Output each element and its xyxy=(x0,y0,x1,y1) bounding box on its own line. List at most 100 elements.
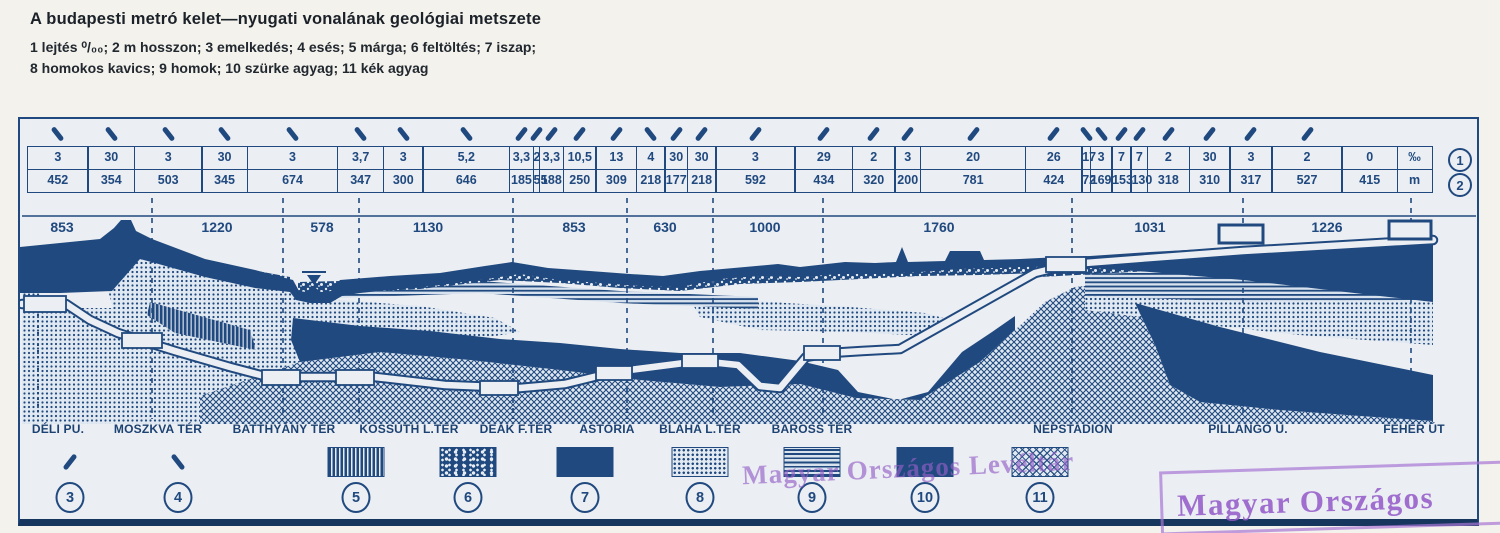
slope-value-cell: 3 xyxy=(715,146,796,170)
slope-value-cell: 30 xyxy=(201,146,249,170)
slope-value-cell: 2 xyxy=(851,146,896,170)
length-value-cell: 592 xyxy=(715,168,796,193)
unit-column: ‰ m xyxy=(1396,146,1433,193)
legend-circled-number: 6 xyxy=(453,482,483,513)
slope-value-cell: 3,3 xyxy=(508,146,535,170)
row-2-circled-number: 2 xyxy=(1448,173,1472,197)
archive-stamp-boxed: Magyar Országos xyxy=(1159,460,1500,533)
length-value-cell: 347 xyxy=(336,168,385,193)
slope-tick-icon xyxy=(866,126,881,142)
legend-mark-icon xyxy=(170,453,186,471)
slope-value-cell: 2 xyxy=(532,146,541,170)
slope-tick-icon xyxy=(1161,126,1176,142)
slope-value-cell: 3,7 xyxy=(336,146,385,170)
slope-direction-tick-area xyxy=(563,119,597,146)
slope-value-cell: 3 xyxy=(382,146,424,170)
slope-value-cell: 0 xyxy=(1341,146,1399,170)
slope-value-cell: 3 xyxy=(1229,146,1273,170)
slope-value-cell: 7 xyxy=(1111,146,1132,170)
slope-direction-tick-area xyxy=(87,119,135,146)
slope-tick-icon xyxy=(1132,126,1147,142)
table-column: 0 415 xyxy=(1341,119,1399,193)
table-column: 7 130 xyxy=(1130,119,1152,193)
slope-direction-tick-area xyxy=(687,119,717,146)
slope-value-cell: 29 xyxy=(794,146,854,170)
slope-tick-icon xyxy=(748,126,763,142)
length-value-cell: 318 xyxy=(1146,168,1191,193)
layer-grey-clay xyxy=(291,316,1015,400)
table-column: 3 200 xyxy=(894,119,922,193)
slope-tick-icon xyxy=(459,126,474,142)
station-name-label: PILLANGÓ U. xyxy=(1208,422,1288,436)
slope-tick-icon xyxy=(572,126,587,142)
station-name-label: BAROSS TÉR xyxy=(771,422,853,436)
slope-direction-tick-area xyxy=(1341,119,1398,146)
slope-value-cell: 3 xyxy=(246,146,339,170)
slope-tick-icon xyxy=(544,126,559,142)
table-column: 13 309 xyxy=(595,119,638,193)
slope-value-cell: 13 xyxy=(595,146,638,170)
slope-direction-tick-area xyxy=(1147,119,1190,146)
legend-swatch-icon xyxy=(1011,447,1069,477)
slope-direction-tick-area xyxy=(794,119,853,146)
legend-swatch-icon xyxy=(556,447,614,477)
legend-item: 5 xyxy=(327,447,385,513)
slope-direction-tick-area xyxy=(247,119,339,146)
length-value-cell: 345 xyxy=(201,168,249,193)
slope-tick-icon xyxy=(161,126,176,142)
layer-grey-clay-right xyxy=(1135,303,1433,421)
slope-tick-icon xyxy=(1114,126,1129,142)
table-column: 3,7 347 xyxy=(336,119,385,193)
slope-value-cell: 30 xyxy=(1188,146,1231,170)
slope-tick-icon xyxy=(1244,126,1258,142)
length-value-cell: 250 xyxy=(562,168,597,193)
table-column: 30 177 xyxy=(664,119,689,193)
slope-tick-icon xyxy=(217,126,232,142)
surface-layer-and-buda-hill xyxy=(20,220,1433,303)
slope-value-cell: 2 xyxy=(1271,146,1343,170)
length-value-cell: 169 xyxy=(1089,168,1113,193)
slope-direction-tick-area xyxy=(715,119,796,146)
length-value-cell: 781 xyxy=(919,168,1027,193)
length-value-cell: 434 xyxy=(794,168,854,193)
distance-label: 578 xyxy=(310,219,334,235)
station-name-label: MOSZKVA TÉR xyxy=(113,422,203,436)
table-column: 30 310 xyxy=(1188,119,1231,193)
table-column: 5,2 646 xyxy=(422,119,511,193)
legend-circled-number: 4 xyxy=(163,482,193,513)
water-level-icon xyxy=(302,271,326,285)
slope-value-cell: 30 xyxy=(686,146,717,170)
slope-unit: ‰ xyxy=(1396,146,1433,170)
slope-value-cell: 10,5 xyxy=(562,146,597,170)
length-value-cell: 153 xyxy=(1111,168,1133,193)
table-column: 20 781 xyxy=(919,119,1027,193)
length-value-cell: 177 xyxy=(664,168,689,193)
slope-direction-tick-area xyxy=(1025,119,1083,146)
slope-tick-icon xyxy=(1202,126,1217,142)
legend-item: 6 xyxy=(439,447,497,513)
legend-circled-number: 7 xyxy=(570,482,600,513)
slope-tick-icon xyxy=(353,126,368,142)
table-column: 3,3 188 xyxy=(538,119,565,193)
table-column: 26 424 xyxy=(1024,119,1083,193)
legend-circled-number: 8 xyxy=(685,482,715,513)
slope-direction-tick-area xyxy=(664,119,688,146)
slope-value-cell: 30 xyxy=(664,146,689,170)
legend-item: 3 xyxy=(55,447,85,513)
table-column: 3 317 xyxy=(1229,119,1273,193)
slope-direction-tick-area xyxy=(1189,119,1231,146)
slope-value-cell: 26 xyxy=(1024,146,1083,170)
layer-marl xyxy=(147,302,256,350)
station-name-label: DÉLI PU. xyxy=(31,422,85,436)
legend-swatch-icon xyxy=(671,447,729,477)
station-name-label: DEÁK F.TÉR xyxy=(479,422,553,436)
slope-direction-tick-area xyxy=(595,119,637,146)
slope-value-cell: 20 xyxy=(919,146,1027,170)
legend-item: 8 xyxy=(671,447,729,513)
slope-direction-tick-area xyxy=(894,119,921,146)
station-name-label: ASTORIA xyxy=(579,422,635,436)
table-column: 3,3 185 xyxy=(508,119,535,193)
length-value-cell: 320 xyxy=(851,168,896,193)
slope-tick-icon xyxy=(1046,126,1061,142)
table-column: 3 452 xyxy=(27,119,89,193)
